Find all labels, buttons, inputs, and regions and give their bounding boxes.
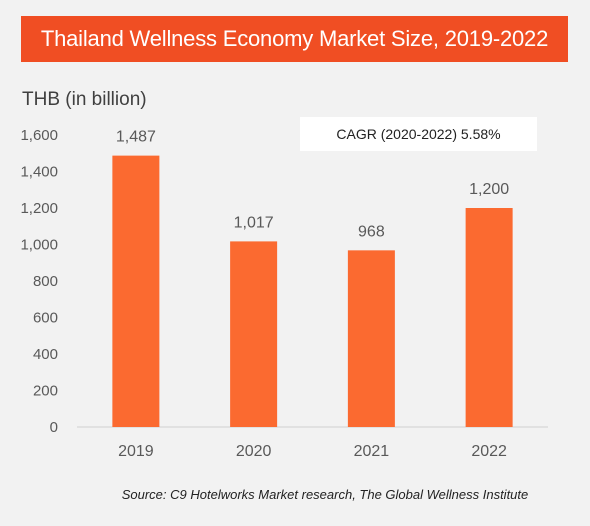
cagr-annotation: CAGR (2020-2022) 5.58% <box>300 117 537 151</box>
y-axis-label: THB (in billion) <box>22 89 147 110</box>
y-tick-label: 1,200 <box>20 200 58 217</box>
y-tick-label: 0 <box>50 419 58 436</box>
x-tick-label-2019: 2019 <box>118 443 154 460</box>
y-tick-label: 400 <box>33 346 58 363</box>
data-label-2021: 968 <box>358 223 385 240</box>
y-tick-label: 1,000 <box>20 237 58 254</box>
data-label-2019: 1,487 <box>116 129 156 146</box>
x-tick-label-2020: 2020 <box>236 443 272 460</box>
y-tick-label: 600 <box>33 310 58 327</box>
chart-title: Thailand Wellness Economy Market Size, 2… <box>21 16 568 62</box>
y-tick-label: 200 <box>33 383 58 400</box>
x-tick-label-2022: 2022 <box>471 443 507 460</box>
data-label-2020: 1,017 <box>234 214 274 231</box>
chart-title-text: Thailand Wellness Economy Market Size, 2… <box>40 26 549 51</box>
x-tick-label-2021: 2021 <box>354 443 390 460</box>
y-tick-label: 1,600 <box>20 127 58 144</box>
y-tick-label: 800 <box>33 273 58 290</box>
source-note: Source: C9 Hotelworks Market research, T… <box>121 487 529 502</box>
bar-2020 <box>230 241 278 427</box>
y-tick-label: 1,400 <box>20 164 58 181</box>
bar-2021 <box>347 250 395 427</box>
cagr-text: CAGR (2020-2022) 5.58% <box>336 126 501 142</box>
bar-2019 <box>112 155 160 427</box>
bar-2022 <box>465 208 513 427</box>
data-label-2022: 1,200 <box>469 181 509 198</box>
